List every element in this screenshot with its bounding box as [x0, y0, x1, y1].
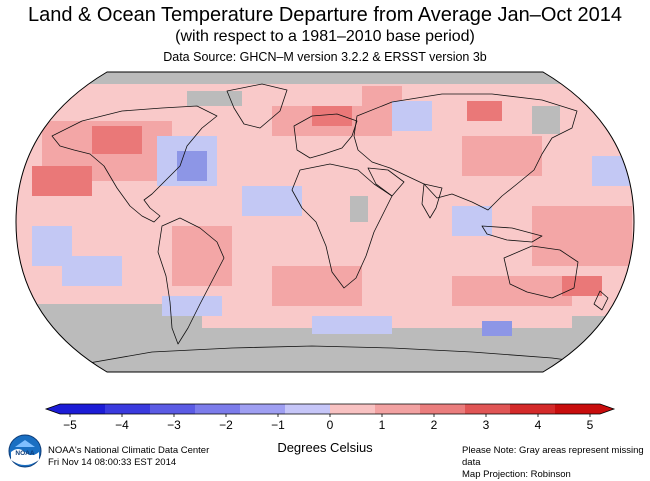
footer-left: NOAA's National Climatic Data Center Fri… — [48, 445, 209, 469]
anomaly-patch-missing — [572, 316, 634, 346]
anomaly-patch-warm — [172, 226, 232, 286]
map-title: Land & Ocean Temperature Departure from … — [27, 4, 623, 26]
logo-text: NOAA — [15, 450, 34, 457]
missing-data-note: Please Note: Gray areas represent missin… — [462, 445, 644, 468]
legend-swatch — [285, 404, 330, 414]
color-legend: −5 −4 −3 −2 −1 0 1 2 3 4 5 — [44, 403, 616, 432]
legend-swatch — [465, 404, 510, 414]
anomaly-patch-hot — [312, 106, 352, 126]
anomaly-patch-warm — [462, 136, 542, 176]
anomaly-patch-cool — [312, 316, 392, 334]
map-subtitle: (with respect to a 1981–2010 base period… — [175, 28, 475, 45]
anomaly-patch-cool — [62, 256, 122, 286]
anomaly-patch-hot — [562, 276, 602, 296]
map-border — [15, 71, 635, 373]
world-map — [15, 71, 635, 373]
legend-arrow-right — [600, 404, 614, 414]
anomaly-patch-hot — [467, 101, 502, 121]
anomaly-patch-cool — [242, 186, 302, 216]
anomaly-patch-missing — [532, 106, 560, 134]
anomaly-patch-warm — [452, 276, 572, 306]
legend-unit-label: Degrees Celsius — [277, 440, 373, 455]
legend-tick-label: −4 — [115, 418, 129, 432]
anomaly-patch-hot — [32, 166, 92, 196]
legend-tick-label: 2 — [431, 418, 438, 432]
legend-tick-label: 0 — [327, 418, 334, 432]
anomaly-patch-warm — [532, 206, 632, 266]
legend-swatch — [60, 404, 105, 414]
legend-tick-label: −2 — [219, 418, 233, 432]
legend-swatch — [510, 404, 555, 414]
legend-swatch — [330, 404, 375, 414]
anomaly-patch-missing — [187, 91, 242, 106]
legend-tick-label: 1 — [379, 418, 386, 432]
anomaly-patch-cold — [482, 321, 512, 336]
legend-swatch — [240, 404, 285, 414]
anomaly-patch-cold — [177, 151, 207, 181]
anomaly-patch-cool — [162, 296, 222, 316]
legend-tick-label: 4 — [535, 418, 542, 432]
projection-label: Map Projection: Robinson — [462, 469, 571, 480]
legend-arrow-left — [46, 404, 60, 414]
legend-swatch — [150, 404, 195, 414]
anomaly-patch-cool — [452, 206, 492, 236]
org-name: NOAA's National Climatic Data Center — [48, 445, 210, 456]
anomaly-patch-missing — [16, 72, 634, 84]
legend-swatch — [105, 404, 150, 414]
legend-tick-label: 5 — [587, 418, 594, 432]
legend-swatch — [195, 404, 240, 414]
anomaly-patch-cool — [592, 156, 632, 186]
anomaly-patch-warm — [272, 266, 362, 306]
anomaly-patch-hot — [92, 126, 142, 154]
legend-swatch — [375, 404, 420, 414]
legend-outline — [44, 403, 616, 415]
timestamp: Fri Nov 14 08:00:33 EST 2014 — [48, 457, 177, 468]
legend-tick-label: 3 — [483, 418, 490, 432]
footer-right: Please Note: Gray areas represent missin… — [462, 445, 650, 481]
legend-tick-label: −5 — [63, 418, 77, 432]
continent-outlines — [51, 83, 613, 367]
anomaly-patch-cool — [392, 101, 432, 131]
legend-swatch — [555, 404, 600, 414]
anomaly-patch-missing — [350, 196, 368, 222]
legend-swatch — [420, 404, 465, 414]
legend-tick-label: −3 — [167, 418, 181, 432]
legend-tick-label: −1 — [271, 418, 285, 432]
noaa-logo: NOAA — [8, 434, 42, 468]
data-source: Data Source: GHCN–M version 3.2.2 & ERSS… — [163, 50, 487, 64]
